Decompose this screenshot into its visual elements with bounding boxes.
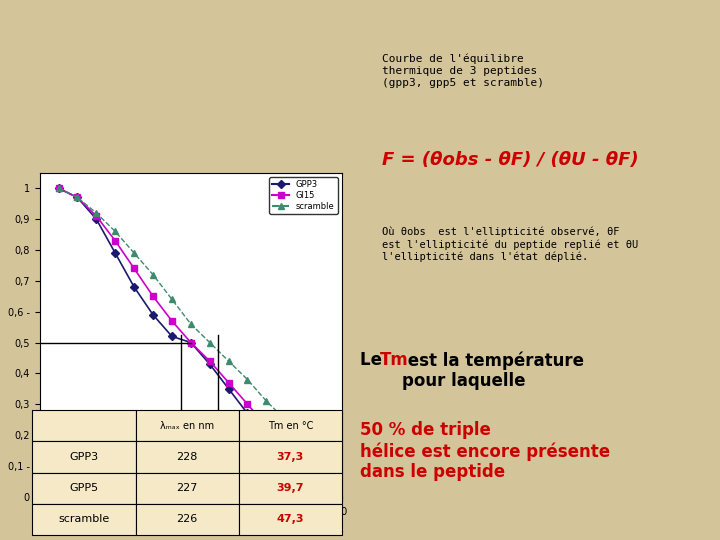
Text: Tm: Tm xyxy=(380,351,409,369)
Legend: GPP3, Gl15, scramble: GPP3, Gl15, scramble xyxy=(269,177,338,214)
Text: Où θobs  est l'ellipticité observé, θF
est l'ellipticité du peptide replié et θU: Où θobs est l'ellipticité observé, θF es… xyxy=(382,227,638,262)
Text: F = (θobs - θF) / (θU - θF): F = (θobs - θF) / (θU - θF) xyxy=(382,151,638,169)
Text: Courbe de l'équilibre
thermique de 3 peptides
(gpp3, gpp5 et scramble): Courbe de l'équilibre thermique de 3 pep… xyxy=(382,54,544,87)
Text: est la température
pour laquelle: est la température pour laquelle xyxy=(402,351,584,390)
Text: 50 % de triple
hélice est encore présente
dans le peptide: 50 % de triple hélice est encore présent… xyxy=(360,421,610,481)
Text: Le: Le xyxy=(360,351,388,369)
X-axis label: T °C: T °C xyxy=(179,522,202,532)
